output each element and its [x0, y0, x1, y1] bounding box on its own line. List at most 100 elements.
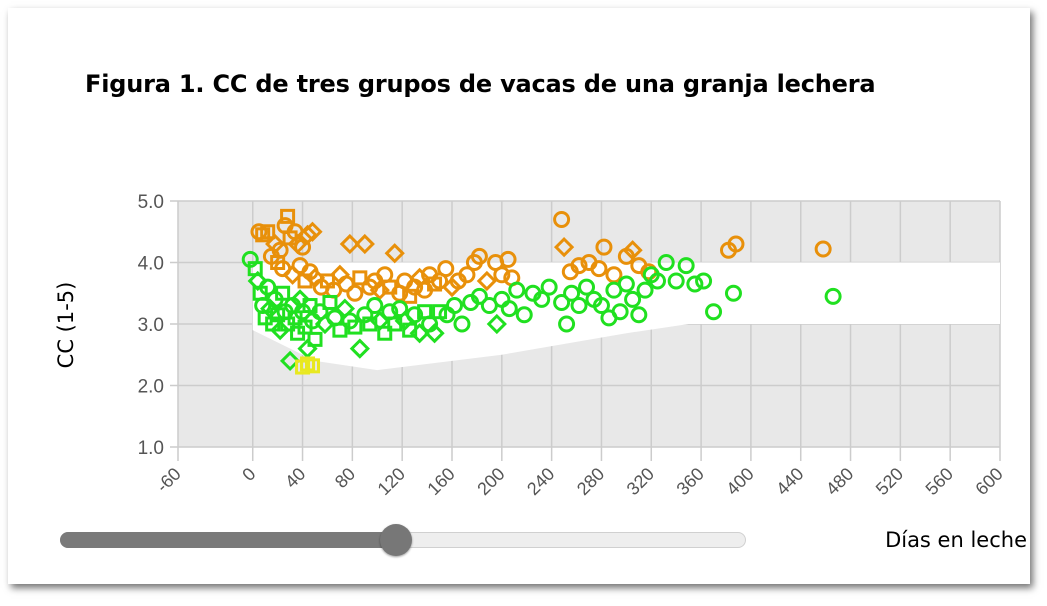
y-axis-ticks: 1.0 2.0 3.0 4.0 5.0 — [138, 192, 164, 459]
green-circle-point — [630, 306, 648, 324]
y-tick-label: 2.0 — [138, 377, 164, 398]
orange-circle-point — [346, 284, 364, 302]
orange-diamond-point — [476, 270, 497, 292]
green-circle-point — [453, 315, 471, 333]
orange-circle-point — [640, 263, 658, 281]
orange-diamond-point — [339, 233, 360, 255]
orange-circle-point — [727, 235, 745, 253]
green-circle-point — [667, 272, 685, 290]
green-circle-point — [500, 300, 518, 318]
orange-square-point — [260, 224, 276, 240]
green-diamond-point — [424, 323, 445, 344]
green-circle-point — [636, 281, 654, 299]
x-tick-label: 400 — [722, 464, 757, 499]
slider-thumb[interactable] — [380, 524, 413, 556]
orange-square-point — [280, 208, 296, 224]
green-square-point — [347, 319, 363, 335]
green-circle-point — [611, 303, 629, 321]
orange-diamond-point — [384, 243, 405, 264]
orange-circle-point — [294, 238, 312, 256]
green-circle-point — [657, 254, 675, 271]
green-circle-point — [445, 297, 463, 315]
x-tick-label: 120 — [374, 464, 409, 499]
green-diamond-point — [270, 320, 291, 341]
orange-circle-point — [470, 247, 488, 265]
x-tick-label: 280 — [573, 464, 608, 499]
green-circle-point — [553, 293, 571, 311]
green-square-point — [307, 331, 323, 347]
green-square-point — [322, 294, 338, 310]
orange-square-point — [352, 270, 368, 286]
y-tick-label: 1.0 — [138, 438, 164, 459]
green-circle-point — [686, 275, 704, 293]
green-circle-point — [259, 278, 277, 296]
orange-circle-point — [595, 238, 613, 256]
green-circle-point — [533, 290, 551, 308]
y-tick-label: 5.0 — [138, 192, 164, 213]
orange-circle-point — [499, 250, 517, 268]
green-square-point — [275, 285, 291, 301]
x-tick-label: 440 — [772, 464, 807, 499]
green-circle-point — [391, 300, 409, 318]
orange-diamond-point — [297, 224, 318, 245]
days-slider[interactable] — [60, 524, 746, 556]
orange-diamond-point — [441, 276, 463, 298]
x-tick-label: 320 — [623, 464, 658, 499]
x-tick-label: 560 — [922, 464, 957, 499]
orange-diamond-point — [354, 233, 375, 255]
green-circle-point — [540, 278, 558, 296]
green-circle-point — [724, 284, 742, 302]
green-circle-point — [508, 281, 526, 299]
x-tick-label: 600 — [971, 464, 1006, 499]
x-tick-label: -60 — [152, 464, 185, 497]
slider-fill — [60, 532, 397, 548]
green-circle-point — [558, 315, 576, 333]
x-tick-label: 360 — [673, 464, 708, 499]
orange-circle-point — [437, 260, 455, 278]
green-circle-point — [470, 287, 488, 305]
green-diamond-point — [247, 270, 268, 292]
green-circle-point — [406, 306, 424, 324]
x-tick-label: 0 — [238, 464, 259, 485]
data-points — [241, 208, 842, 375]
green-circle-point — [617, 275, 635, 293]
green-circle-point — [624, 290, 642, 308]
x-axis-ticks: -60 0 40 80 120 160 200 240 280 320 360 400 440 480 52… — [152, 464, 1007, 499]
x-tick-label: 40 — [281, 464, 309, 492]
orange-circle-point — [553, 210, 571, 228]
orange-circle-point — [458, 266, 476, 284]
green-diamond-point — [289, 289, 311, 310]
orange-circle-point — [250, 223, 268, 241]
x-axis-title: Días en leche — [885, 528, 1027, 552]
x-tick-label: 480 — [822, 464, 857, 499]
orange-circle-point — [493, 266, 511, 284]
chart-title: Figura 1. CC de tres grupos de vacas de … — [85, 70, 876, 98]
orange-circle-point — [590, 260, 608, 278]
x-tick-label: 200 — [473, 464, 508, 499]
green-circle-point — [570, 297, 588, 315]
x-tick-label: 160 — [423, 464, 458, 499]
green-circle-point — [824, 287, 842, 305]
green-circle-point — [311, 303, 329, 321]
green-circle-point — [592, 297, 610, 315]
orange-diamond-point — [302, 221, 323, 242]
green-circle-point — [563, 284, 581, 302]
green-square-point — [332, 322, 348, 338]
orange-circle-point — [814, 240, 832, 258]
green-circle-point — [366, 297, 384, 315]
x-tick-label: 240 — [523, 464, 558, 499]
orange-circle-point — [570, 257, 588, 275]
green-circle-point — [705, 303, 723, 321]
green-circle-point — [578, 278, 596, 296]
x-tick-label: 80 — [331, 464, 359, 492]
green-diamond-point — [349, 338, 370, 359]
y-tick-label: 3.0 — [138, 315, 164, 336]
orange-diamond-point — [553, 237, 575, 258]
yellow-square-point — [305, 358, 321, 374]
green-circle-point — [649, 272, 666, 290]
orange-diamond-point — [622, 240, 643, 261]
green-square-point — [377, 325, 393, 341]
y-axis-title: CC (1-5) — [54, 282, 78, 369]
green-diamond-point — [279, 350, 301, 372]
